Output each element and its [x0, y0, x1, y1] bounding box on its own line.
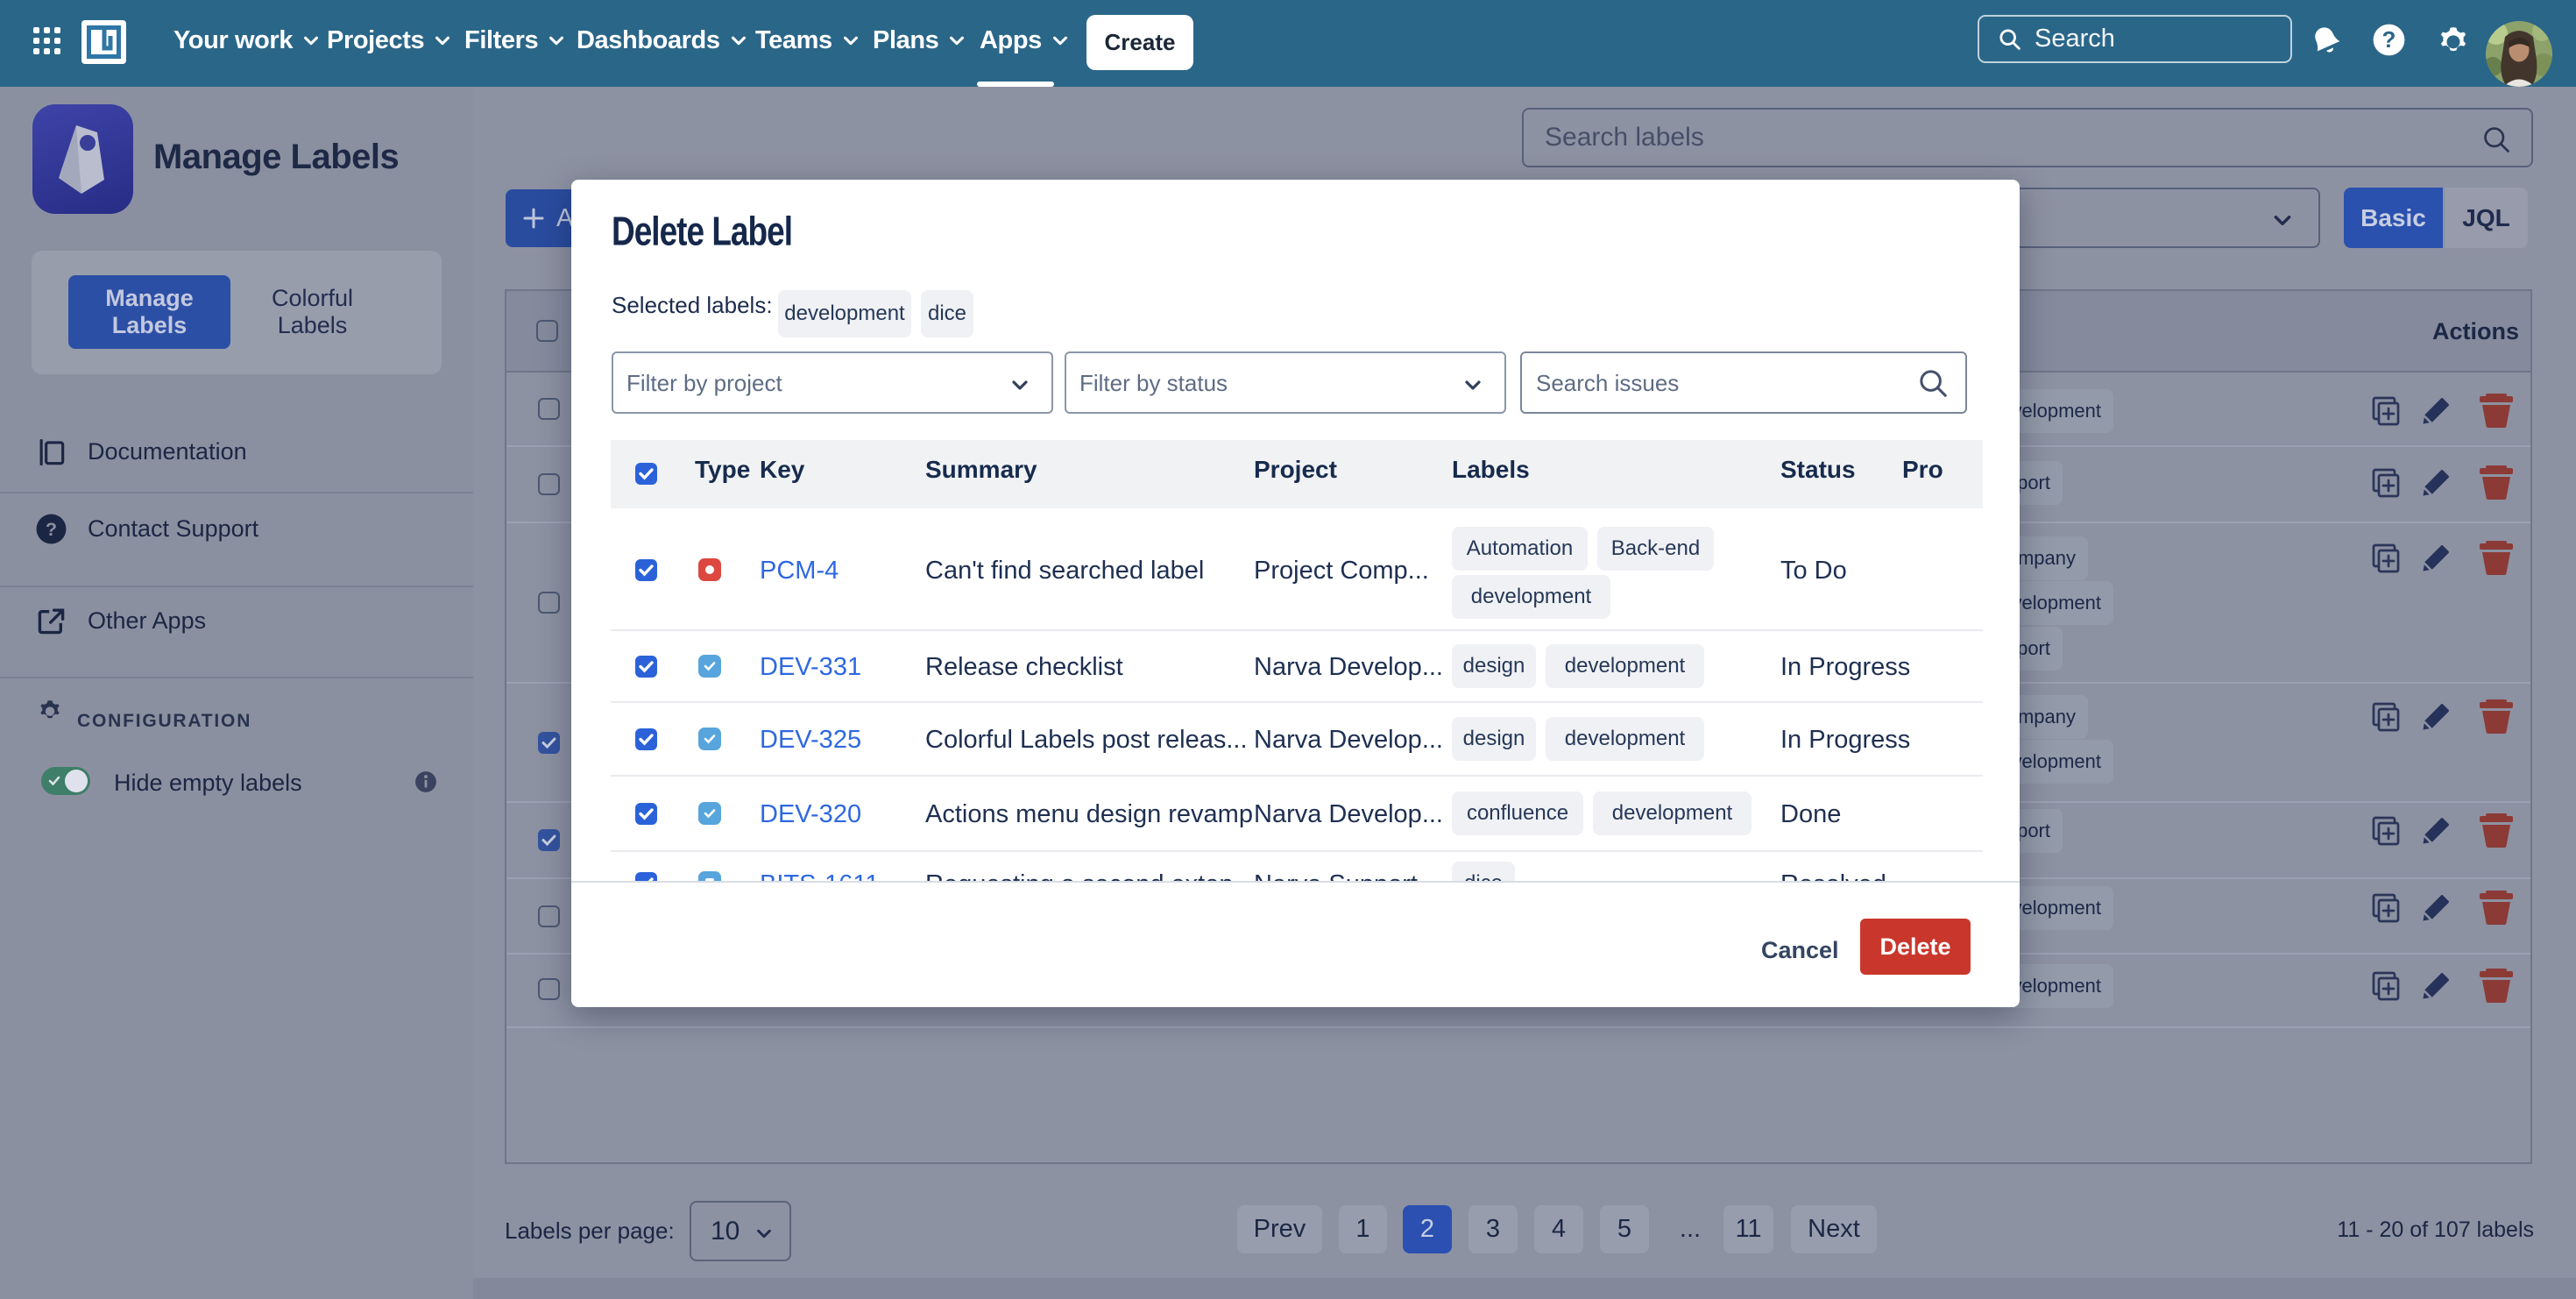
svg-text:?: ?: [2382, 26, 2396, 53]
svg-text:?: ?: [46, 518, 57, 540]
